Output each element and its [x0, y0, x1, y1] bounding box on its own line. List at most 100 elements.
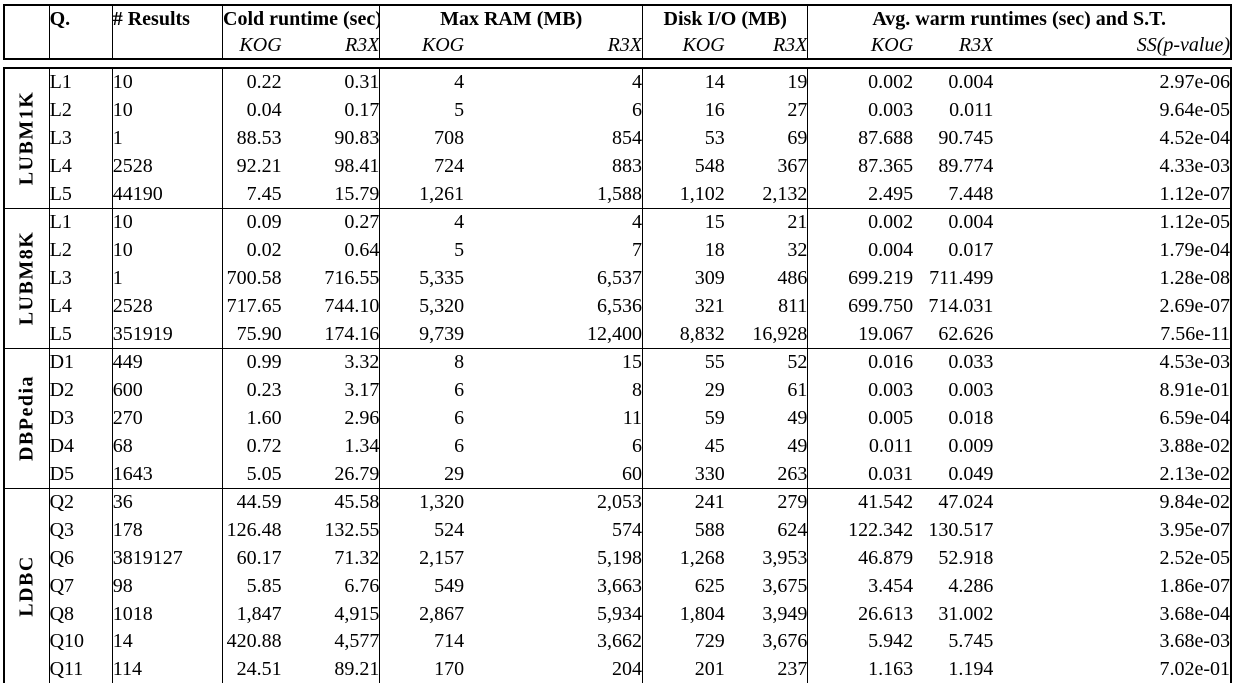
cell-disk-r3x: 486 [724, 264, 809, 293]
cell-disk-r3x: 263 [724, 460, 809, 489]
cell-warm-r3x: 0.049 [948, 462, 994, 485]
cell-warm-kog: 46.879 [858, 546, 914, 569]
cell-disk-kog: 18 [704, 239, 725, 262]
header-empty-cell [49, 32, 113, 59]
cell-ram-kog: 1,320 [379, 487, 465, 517]
cell-disk-kog: 1,268 [679, 546, 725, 569]
cell-ram-kog: 2,867 [419, 602, 465, 625]
cell-warm-kog: 26.613 [858, 602, 914, 625]
cell-cold-kog: 24.51 [236, 658, 282, 681]
table-row: L4 2528 717.65 744.10 5,320 6,536 321 811 699.75… [4, 292, 1231, 321]
cell-disk-r3x: 52 [724, 347, 809, 377]
cell-ram-kog: 714 [434, 630, 465, 653]
group-label-lubm8k: LUBM8K [4, 207, 50, 349]
cell-disk-kog: 729 [694, 630, 725, 653]
cell-query-id: L1 [49, 207, 113, 237]
cell-query-id: L3 [49, 124, 113, 153]
cell-disk-kog: 321 [694, 294, 725, 317]
cell-num-results: 10 [112, 207, 224, 237]
cell-cold-r3x: 4,915 [281, 600, 381, 628]
header-corner-cell [4, 5, 50, 32]
cell-warm-kog: 1.163 [868, 658, 914, 681]
cell-ram-kog: 8 [379, 347, 465, 377]
cell-warm-kog: 0.005 [868, 406, 914, 429]
cell-warm-r3x: 89.774 [938, 154, 994, 177]
table-row: L3 1 700.58 716.55 5,335 6,537 309 486 699.219 71… [4, 264, 1231, 293]
table-row: L2 10 0.02 0.64 5 7 18 32 0.004 0.017 1.79e-04 [4, 236, 1231, 265]
cell-cold-r3x: 45.58 [281, 487, 381, 517]
cell-ram-r3x: 4 [464, 207, 644, 237]
cell-ss-pvalue: 1.12e-05 [993, 207, 1231, 237]
cell-ss-pvalue: 4.33e-03 [1159, 154, 1230, 177]
cell-disk-kog: 548 [694, 154, 725, 177]
cell-disk-kog: 16 [704, 99, 725, 122]
cell-cold-kog: 60.17 [236, 546, 282, 569]
group-label-text: LUBM8K [15, 231, 38, 326]
cell-cold-kog: 717.65 [226, 294, 282, 317]
table-row: L2 10 0.04 0.17 5 6 16 27 0.003 0.011 9.64e-05 [4, 96, 1231, 125]
cell-disk-r3x: 69 [724, 124, 809, 153]
cell-warm-kog: 699.219 [848, 266, 914, 289]
cell-cold-r3x: 6.76 [281, 572, 381, 601]
cell-cold-kog: 44.59 [222, 487, 282, 517]
cell-ss-pvalue: 7.02e-01 [1159, 658, 1230, 681]
cell-cold-kog: 0.09 [222, 207, 282, 237]
cell-num-results: 1 [112, 264, 224, 293]
cell-cold-kog: 0.99 [222, 347, 282, 377]
cell-cold-kog: 75.90 [236, 322, 282, 345]
cell-ss-pvalue: 2.97e-06 [1159, 71, 1230, 94]
cell-disk-kog: 201 [694, 658, 725, 681]
cell-cold-r3x: 1.34 [281, 432, 381, 461]
cell-query-id: L4 [49, 152, 113, 181]
cell-num-results: 2528 [112, 292, 224, 321]
group-label-text: LUBM1K [15, 91, 38, 186]
cell-disk-r3x: 19 [724, 68, 809, 97]
cell-ram-kog: 29 [444, 462, 465, 485]
table-row: Q10 14 420.88 4,577 714 3,662 729 3,676 5.942 5.7… [4, 627, 1231, 656]
table-row: D4 68 0.72 1.34 6 6 45 49 0.011 0.009 3.88e-02 [4, 432, 1231, 461]
cell-ram-kog: 2,157 [419, 546, 465, 569]
cell-warm-r3x: 0.003 [948, 379, 994, 402]
cell-num-results: 351919 [112, 320, 224, 349]
cell-ss-pvalue: 3.68e-04 [1159, 602, 1230, 625]
cell-disk-kog: 15 [642, 207, 725, 237]
cell-num-results: 1643 [112, 460, 224, 489]
cell-ss-pvalue: 6.59e-04 [1159, 406, 1230, 429]
cell-num-results: 68 [112, 432, 224, 461]
cell-warm-r3x: 52.918 [938, 546, 994, 569]
cell-query-id: L3 [49, 264, 113, 293]
cell-ss-pvalue: 1.86e-07 [1159, 574, 1230, 597]
cell-warm-kog: 0.002 [807, 207, 914, 237]
cell-warm-r3x: 0.017 [948, 239, 994, 262]
cell-cold-kog: 0.04 [246, 99, 282, 122]
cell-num-results: 10 [112, 96, 224, 125]
cell-warm-kog: 0.004 [868, 239, 914, 262]
cell-num-results: 10 [112, 236, 224, 265]
cell-warm-kog: 0.003 [868, 379, 914, 402]
cell-num-results: 1018 [112, 600, 224, 628]
cell-ram-r3x: 12,400 [464, 320, 644, 349]
cell-disk-r3x: 49 [724, 404, 809, 433]
cell-ram-r3x: 6 [464, 96, 644, 125]
group-label-text: DBPedia [15, 375, 38, 462]
cell-warm-kog: 5.942 [868, 630, 914, 653]
cell-cold-kog: 0.22 [246, 71, 282, 94]
cell-query-id: L2 [49, 236, 113, 265]
cell-ss-pvalue: 8.91e-01 [1159, 379, 1230, 402]
cell-query-id: L5 [49, 180, 113, 209]
cell-cold-kog: 0.02 [246, 239, 282, 262]
cell-ram-kog: 6 [454, 379, 465, 402]
cell-disk-r3x: 2,132 [724, 180, 809, 209]
cell-ram-r3x: 60 [464, 460, 644, 489]
cell-cold-r3x: 0.31 [281, 68, 381, 97]
cell-cold-kog: 420.88 [226, 630, 282, 653]
cell-ram-r3x: 6 [464, 432, 644, 461]
header-empty-cell [112, 32, 224, 59]
cell-ss-pvalue: 3.88e-02 [1159, 434, 1230, 457]
cell-ss-pvalue: 1.79e-04 [1159, 239, 1230, 262]
cell-ram-r3x: 5,198 [464, 544, 644, 573]
cell-query-id: D3 [49, 404, 113, 433]
group-label-dbpedia: DBPedia [4, 347, 50, 489]
cell-warm-r3x: 130.517 [928, 519, 994, 542]
